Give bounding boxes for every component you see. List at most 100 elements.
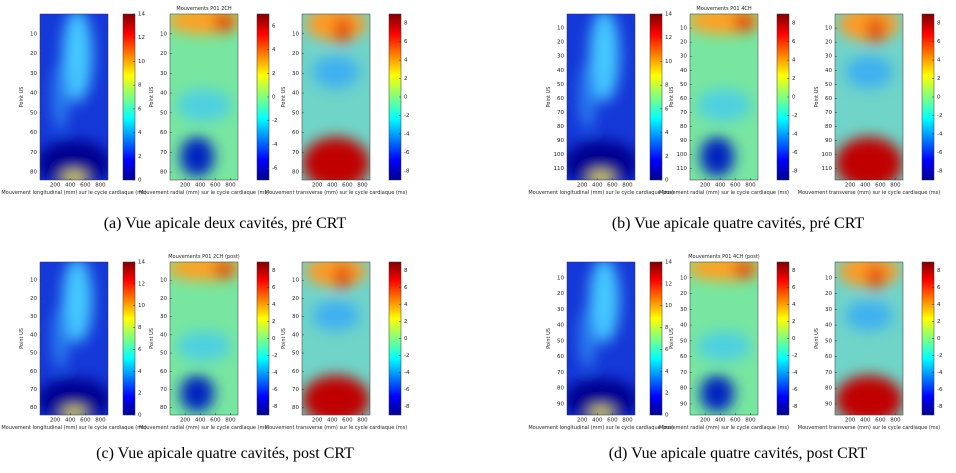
colorbar-tick-label: -6 bbox=[272, 166, 278, 172]
y-tick-label: 60 bbox=[160, 369, 167, 375]
heatmap-region bbox=[579, 63, 596, 131]
heatmap-region bbox=[589, 14, 620, 102]
y-tick-label: 20 bbox=[557, 40, 564, 46]
x-tick-label: 600 bbox=[80, 418, 91, 424]
colorbar-tick-label: 0 bbox=[937, 95, 941, 101]
x-tick-label: 400 bbox=[65, 183, 76, 189]
colorbar-tick-label: -2 bbox=[792, 113, 797, 119]
colorbar-tick-label: -6 bbox=[272, 387, 278, 393]
y-tick-label: 40 bbox=[292, 91, 299, 97]
heatmap-blobs bbox=[567, 262, 635, 415]
x-tick-label: 800 bbox=[357, 418, 368, 424]
colorbar-tick-label: 2 bbox=[138, 391, 142, 397]
plot-title: Mouvements P01 4CH (post) bbox=[688, 254, 760, 260]
y-tick-label: 60 bbox=[557, 96, 564, 102]
heatmap bbox=[302, 262, 370, 415]
colorbar-tick-label: 4 bbox=[937, 302, 941, 308]
y-tick-label: 50 bbox=[160, 351, 167, 357]
colorbar-tick-label: -6 bbox=[792, 150, 798, 156]
colorbar-tick-label: 6 bbox=[937, 285, 941, 291]
heatmap-region bbox=[176, 330, 232, 362]
x-tick-label: 600 bbox=[730, 183, 741, 189]
plot-frame bbox=[834, 261, 904, 416]
colorbar-tick-label: 0 bbox=[937, 336, 941, 342]
heatmap bbox=[40, 262, 108, 415]
y-axis-label: Point US bbox=[546, 87, 552, 108]
plot: Mouvements P01 4CH (post)102030405060708… bbox=[659, 254, 798, 431]
heatmap-region bbox=[302, 375, 370, 415]
subfigure: (a) Vue apicale deux cavités, pré CRT 10 2… bbox=[1, 6, 410, 232]
caption: (c) Vue apicale quatre cavités, post CRT bbox=[96, 445, 354, 462]
heatmap-region bbox=[312, 55, 360, 89]
colorbar-tick-label: -4 bbox=[404, 131, 410, 137]
heatmap-region bbox=[867, 265, 884, 290]
colorbar-tick-label: -8 bbox=[404, 404, 410, 410]
heatmap-blobs bbox=[170, 262, 238, 412]
y-tick-label: 30 bbox=[292, 314, 299, 320]
y-tick-label: 70 bbox=[825, 370, 832, 376]
heatmap-region bbox=[700, 375, 735, 412]
colorbar bbox=[122, 261, 136, 416]
colorbar-tick-label: 0 bbox=[138, 413, 142, 419]
x-tick-label: 600 bbox=[210, 418, 221, 424]
y-tick-label: 90 bbox=[680, 401, 687, 407]
heatmap-region bbox=[176, 88, 232, 122]
heatmap-blobs bbox=[170, 14, 238, 177]
colorbar bbox=[649, 13, 663, 181]
y-tick-label: 30 bbox=[825, 307, 832, 313]
x-tick-label: 400 bbox=[860, 183, 871, 189]
heatmap-region bbox=[52, 307, 69, 370]
x-tick-label: 400 bbox=[195, 418, 206, 424]
caption: (a) Vue apicale deux cavités, pré CRT bbox=[104, 215, 347, 232]
x-tick-label: 400 bbox=[715, 183, 726, 189]
heatmap-region bbox=[835, 375, 903, 415]
heatmap-region bbox=[567, 378, 635, 415]
y-tick-label: 60 bbox=[292, 130, 299, 136]
x-tick-label: 400 bbox=[592, 183, 603, 189]
x-tick-label: 400 bbox=[860, 418, 871, 424]
heatmap bbox=[835, 14, 903, 180]
x-tick-label: 200 bbox=[577, 418, 588, 424]
y-tick-label: 80 bbox=[160, 170, 167, 176]
y-tick-label: 10 bbox=[557, 26, 564, 32]
y-tick-label: 80 bbox=[160, 405, 167, 411]
colorbar-tick-label: -2 bbox=[272, 353, 277, 359]
colorbar-tick-label: -4 bbox=[937, 370, 943, 376]
x-tick-label: 800 bbox=[745, 183, 756, 189]
heatmap-region bbox=[700, 136, 735, 177]
x-tick-label: 800 bbox=[745, 418, 756, 424]
colorbar-tick-label: 6 bbox=[404, 285, 408, 291]
x-axis-label: Mouvement transverse (mm) sur le cycle c… bbox=[798, 425, 941, 431]
x-tick-label: 800 bbox=[622, 183, 633, 189]
y-tick-label: 60 bbox=[825, 96, 832, 102]
heatmap bbox=[567, 14, 635, 180]
y-tick-label: 80 bbox=[680, 386, 687, 392]
y-tick-label: 20 bbox=[160, 51, 167, 57]
colorbar-tick-label: 6 bbox=[138, 347, 142, 353]
colorbar-tick-label: 4 bbox=[404, 302, 408, 308]
y-tick-label: 20 bbox=[292, 296, 299, 302]
x-tick-label: 600 bbox=[80, 183, 91, 189]
y-tick-label: 10 bbox=[160, 278, 167, 284]
colorbar-tick-label: 6 bbox=[665, 347, 669, 353]
x-tick-label: 200 bbox=[180, 183, 191, 189]
heatmap-region bbox=[40, 140, 108, 180]
heatmap bbox=[835, 262, 903, 415]
colorbar-tick-label: 0 bbox=[665, 413, 669, 419]
x-tick-label: 600 bbox=[210, 183, 221, 189]
x-tick-label: 200 bbox=[50, 418, 61, 424]
colorbar-tick-label: 0 bbox=[272, 336, 276, 342]
y-tick-label: 100 bbox=[822, 152, 833, 158]
x-tick-label: 600 bbox=[342, 183, 353, 189]
y-axis-label: Point US bbox=[19, 328, 25, 349]
colorbar-tick-label: 8 bbox=[792, 268, 796, 274]
caption: (b) Vue apicale quatre cavités, pré CRT bbox=[612, 215, 865, 232]
colorbar-tick-label: 0 bbox=[404, 336, 408, 342]
heatmap bbox=[170, 262, 238, 415]
colorbar-tick-label: 8 bbox=[404, 268, 408, 274]
colorbar-tick-label: 2 bbox=[404, 76, 408, 82]
heatmap-blobs bbox=[690, 262, 758, 412]
colorbar-tick-label: 2 bbox=[665, 391, 669, 397]
heatmap-region bbox=[180, 375, 215, 412]
